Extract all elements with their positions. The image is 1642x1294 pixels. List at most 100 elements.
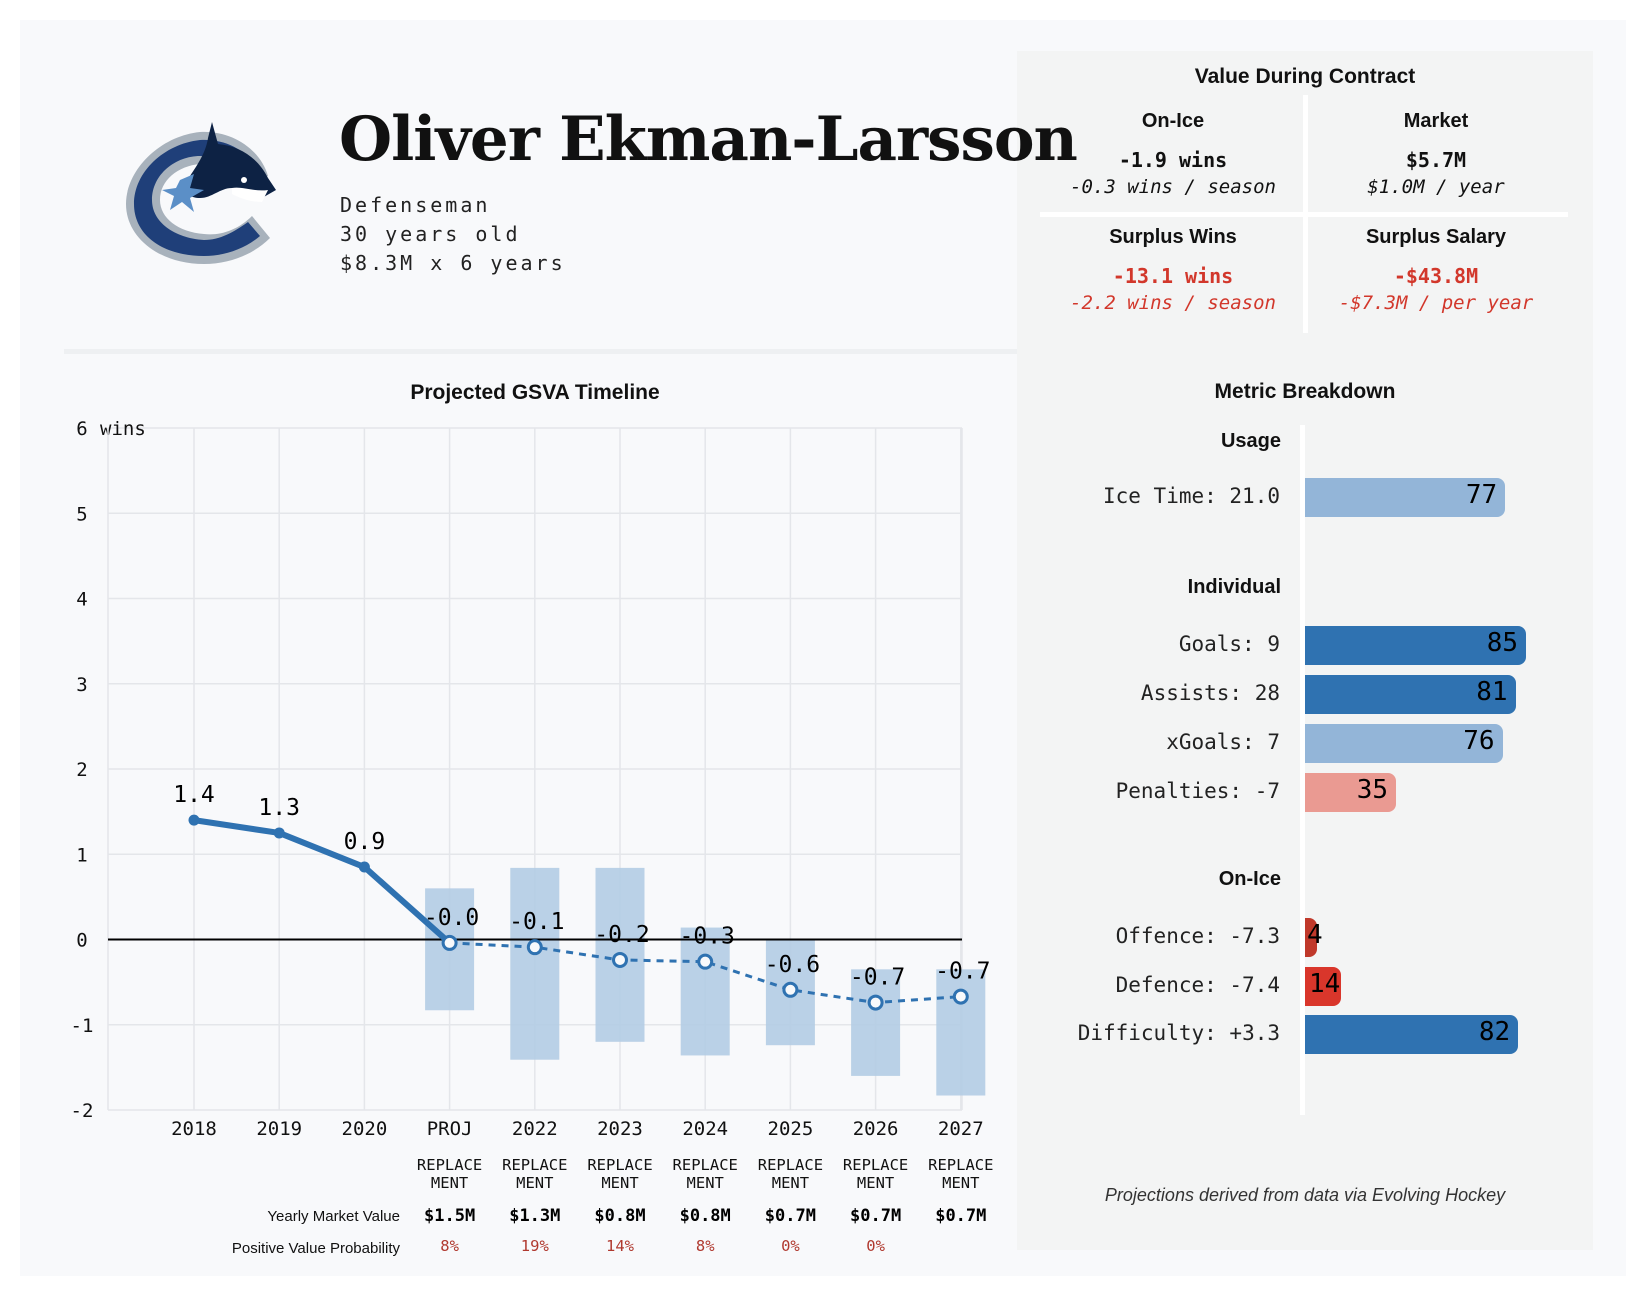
player-name: Oliver Ekman-Larsson — [339, 104, 1078, 175]
y-tick-label: 0 — [76, 930, 87, 952]
x-tick-label: 2027 — [938, 1118, 984, 1140]
x-tick-label: 2025 — [768, 1118, 814, 1140]
projected-point — [782, 981, 799, 998]
value-cell-sub: -0.3 wins / season — [1070, 176, 1276, 198]
data-label: -0.1 — [509, 909, 564, 935]
value-cell: Surplus Wins -13.1 wins -2.2 wins / season — [1043, 226, 1303, 314]
projected-point — [441, 934, 458, 951]
metric-percentile: 76 — [1463, 726, 1495, 756]
data-label: 1.4 — [173, 782, 215, 808]
y-tick-label: 6 — [76, 418, 87, 440]
positive-value-probability: 19% — [521, 1237, 550, 1255]
metric-percentile: 85 — [1486, 628, 1518, 658]
positive-value-probability: 0% — [866, 1237, 885, 1255]
replacement-label: REPLACE — [843, 1156, 908, 1174]
positive-value-probability: 14% — [606, 1237, 635, 1255]
value-cell: Market $5.7M $1.0M / year — [1306, 110, 1566, 198]
x-tick-label: 2022 — [512, 1118, 558, 1140]
y-tick-label: -1 — [71, 1015, 94, 1037]
metric-percentile: 77 — [1465, 480, 1498, 510]
metric-label: Offence: -7.3 — [1115, 924, 1280, 948]
x-tick-label: 2023 — [597, 1118, 643, 1140]
projection-range-bar — [936, 969, 986, 1096]
value-cell-label: Market — [1403, 110, 1469, 132]
replacement-label: MENT — [772, 1174, 809, 1192]
market-value: $0.7M — [935, 1206, 986, 1226]
value-cell-sub: $1.0M / year — [1367, 176, 1505, 198]
projection-range-bar — [510, 867, 560, 1060]
value-cell-label: Surplus Salary — [1365, 226, 1507, 248]
historical-point — [273, 827, 285, 839]
market-value: $1.3M — [509, 1206, 560, 1226]
value-cell-sub: -$7.3M / per year — [1338, 292, 1534, 314]
replacement-label: MENT — [431, 1174, 468, 1192]
x-tick-label: 2020 — [342, 1118, 388, 1140]
metric-bar: 81 — [1305, 675, 1516, 714]
header-divider — [64, 349, 1017, 354]
data-label: -0.7 — [935, 959, 990, 985]
metric-label: Ice Time: 21.0 — [1102, 484, 1280, 508]
metric-bar: 82 — [1305, 1015, 1519, 1054]
x-tick-label: 2026 — [853, 1118, 899, 1140]
positive-value-probability: 8% — [440, 1237, 459, 1255]
value-cell-sub: -2.2 wins / season — [1070, 292, 1276, 314]
value-grid-horizontal-divider — [1040, 212, 1568, 217]
metric-label: Penalties: -7 — [1115, 779, 1280, 803]
team-logo — [120, 118, 282, 272]
data-label: -0.2 — [594, 922, 649, 948]
value-cell-value: -$43.8M — [1393, 264, 1479, 288]
replacement-label: REPLACE — [417, 1156, 482, 1174]
value-cell-label: Surplus Wins — [1109, 226, 1237, 248]
metric-bar: 35 — [1305, 773, 1396, 812]
historical-point — [358, 861, 370, 873]
projected-point — [867, 994, 884, 1011]
metric-percentile: 35 — [1356, 775, 1388, 805]
historical-line — [191, 817, 453, 946]
data-label: -0.0 — [424, 905, 479, 931]
y-tick-label: 2 — [76, 759, 87, 781]
projected-point — [612, 951, 628, 968]
value-cell: On-Ice -1.9 wins -0.3 wins / season — [1043, 110, 1303, 198]
x-tick-label: 2019 — [256, 1118, 302, 1140]
replacement-label: MENT — [942, 1174, 979, 1192]
projection-range-bar — [680, 927, 730, 1056]
projected-point — [526, 939, 543, 956]
x-tick-label: 2018 — [171, 1118, 217, 1140]
player-age: 30 years old — [340, 222, 521, 246]
metric-percentile: 82 — [1478, 1017, 1511, 1047]
chart-title: Projected GSVA Timeline — [410, 381, 660, 404]
replacement-label: REPLACE — [502, 1156, 567, 1174]
metric-label: Goals: 9 — [1178, 632, 1280, 656]
metric-label: Assists: 28 — [1140, 681, 1280, 705]
gsva-timeline-chart: -2 -1 0 1 2 3 4 5 6 wins 1.4 1.3 0.9 -0.0 -0.1 -0.2 -0.3… — [71, 418, 994, 1255]
replacement-label: MENT — [516, 1174, 553, 1192]
data-label: 0.9 — [344, 829, 386, 855]
data-label: -0.7 — [850, 965, 905, 991]
metric-percentile: 4 — [1307, 920, 1323, 950]
data-label: -0.6 — [765, 952, 820, 978]
replacement-label: REPLACE — [673, 1156, 738, 1174]
value-during-contract-title: Value During Contract — [1194, 65, 1416, 88]
metric-bar: 76 — [1305, 724, 1503, 763]
projected-point — [697, 953, 714, 970]
x-tick-label: 2024 — [682, 1118, 728, 1140]
replacement-label: MENT — [687, 1174, 724, 1192]
y-tick-label: 5 — [76, 503, 87, 525]
y-tick-label: 4 — [76, 589, 87, 611]
player-contract: $8.3M x 6 years — [340, 251, 566, 275]
market-value: $1.5M — [424, 1206, 475, 1226]
metric-percentile: 81 — [1476, 677, 1508, 707]
market-value: $0.8M — [594, 1206, 645, 1226]
y-tick-label: 1 — [76, 844, 87, 866]
replacement-label: MENT — [601, 1174, 638, 1192]
market-value-row-label: Yearly Market Value — [267, 1208, 400, 1225]
replacement-label: REPLACE — [928, 1156, 993, 1174]
replacement-label: REPLACE — [587, 1156, 652, 1174]
value-cell-value: $5.7M — [1405, 148, 1467, 172]
metric-group-heading: On-Ice — [1218, 868, 1281, 890]
probability-row-label: Positive Value Probability — [231, 1240, 400, 1257]
y-tick-label: -2 — [71, 1100, 94, 1122]
metric-bar: 4 — [1305, 918, 1323, 957]
player-position: Defenseman — [340, 193, 491, 217]
data-label: 1.3 — [258, 795, 300, 821]
